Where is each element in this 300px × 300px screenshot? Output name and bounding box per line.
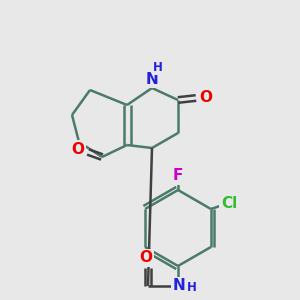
- Text: O: O: [71, 142, 85, 157]
- Text: N: N: [146, 71, 158, 86]
- Text: F: F: [173, 169, 183, 184]
- Text: H: H: [187, 281, 197, 294]
- Text: N: N: [172, 278, 185, 293]
- Text: Cl: Cl: [221, 196, 237, 211]
- Text: O: O: [200, 89, 212, 104]
- Text: H: H: [153, 61, 163, 74]
- Text: O: O: [140, 250, 152, 266]
